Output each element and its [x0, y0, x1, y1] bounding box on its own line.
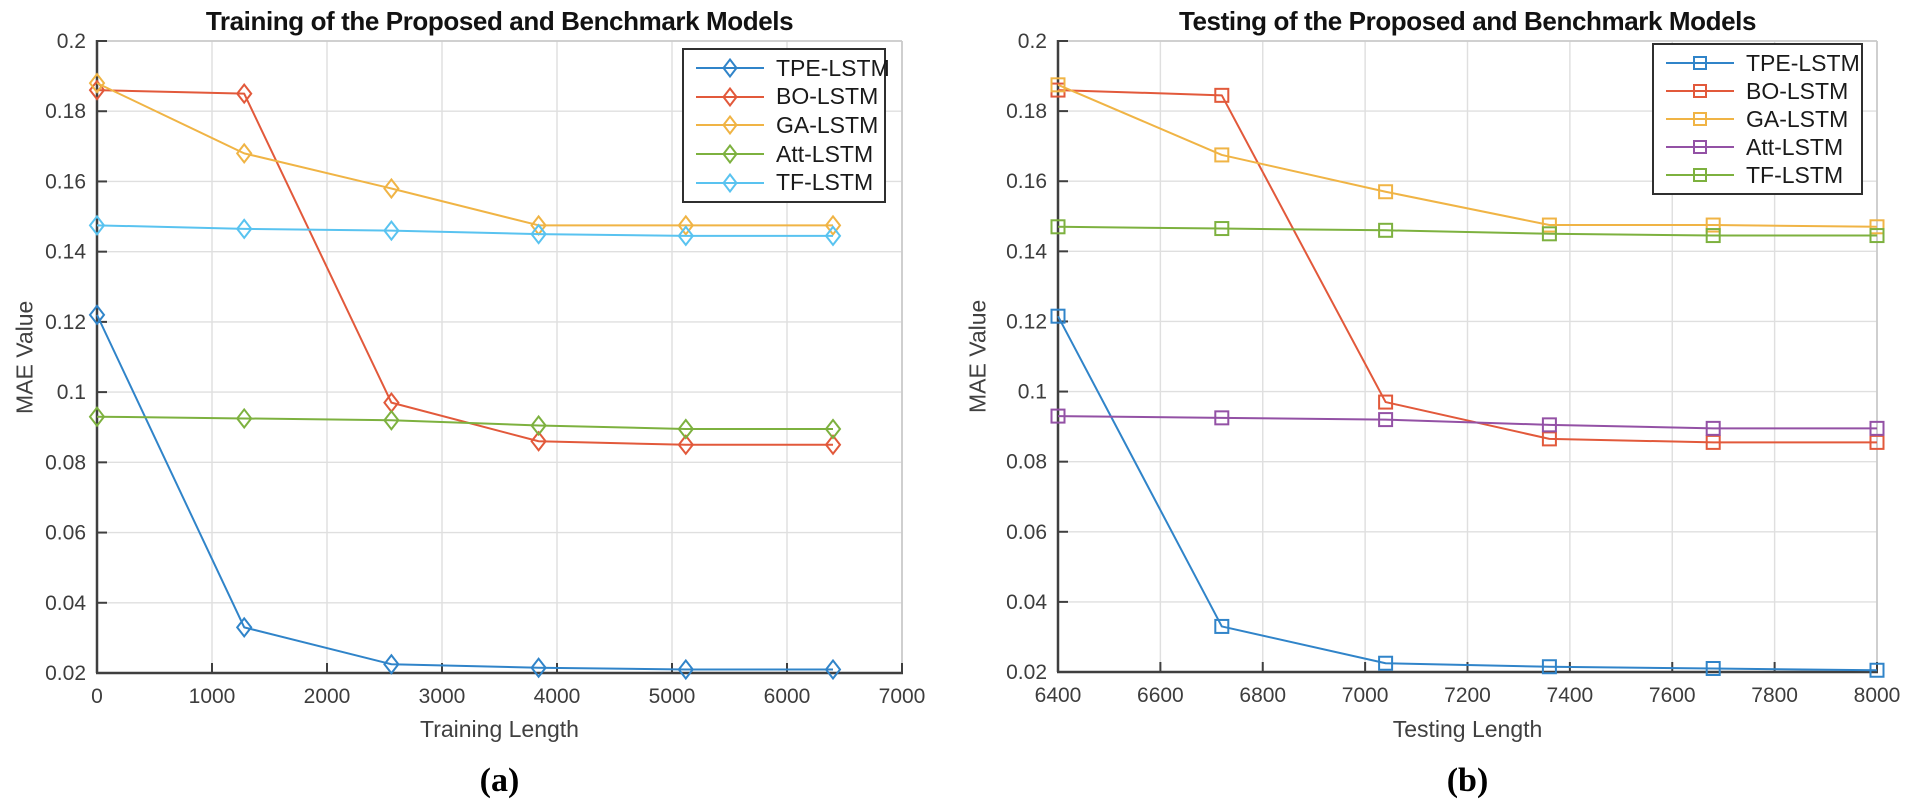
x-tick-label: 7200 [1444, 684, 1491, 707]
y-tick-label: 0.2 [57, 30, 86, 53]
legend-label: GA-LSTM [776, 111, 879, 138]
y-tick-label: 0.16 [1006, 170, 1047, 193]
x-tick-label: 7400 [1547, 684, 1594, 707]
series-TF-LSTM [88, 214, 842, 247]
legend-label: Att-LSTM [776, 140, 874, 167]
x-axis-label: Training Length [420, 716, 579, 742]
training-chart-panel: 0 1000 2000 3000 4000 5000 6000 7000 0.02 0.04 0.0… [11, 6, 926, 799]
legend-item: Att-LSTM [1664, 133, 1855, 161]
legend-label: BO-LSTM [1746, 77, 1849, 104]
legend-marker-diamond-icon [696, 58, 764, 79]
x-tick-label: 7000 [1342, 684, 1389, 707]
x-tick-label: 5000 [649, 685, 696, 708]
y-tick-label: 0.14 [1006, 240, 1047, 263]
x-tick-label: 4000 [534, 685, 581, 708]
y-axis-ticks: 0.02 0.04 0.06 0.08 0.1 0.12 0.14 0.16 0.18 0.2 [1006, 30, 1068, 684]
legend-marker-square-icon [1666, 84, 1734, 98]
x-tick-label: 3000 [419, 685, 466, 708]
legend-label: GA-LSTM [1746, 105, 1849, 132]
x-axis-ticks: 0 1000 2000 3000 4000 5000 6000 7000 [91, 663, 925, 708]
legend: TPE-LSTM BO-LSTM GA-LSTM Att-LSTM TF-LSTM [1652, 43, 1863, 195]
series-GA-LSTM [88, 72, 842, 236]
y-tick-label: 0.06 [1006, 521, 1047, 544]
x-tick-label: 8000 [1854, 684, 1901, 707]
x-tick-label: 2000 [304, 685, 351, 708]
legend: TPE-LSTM BO-LSTM GA-LSTM Att-LSTM TF-LSTM [682, 48, 890, 203]
y-tick-label: 0.06 [45, 522, 86, 545]
y-tick-label: 0.08 [45, 451, 86, 474]
legend-item: GA-LSTM [694, 111, 878, 140]
legend-item: TPE-LSTM [694, 54, 890, 83]
training-plot-canvas: 0 1000 2000 3000 4000 5000 6000 70000.020.040.0… [45, 30, 925, 708]
legend-label: Att-LSTM [1746, 133, 1844, 160]
legend-marker-square-icon [1666, 168, 1734, 182]
subfigure-caption: (a) [479, 762, 520, 799]
legend-marker-diamond-icon [696, 115, 764, 136]
legend-item: Att-LSTM [694, 140, 878, 169]
y-axis-label: MAE Value [11, 300, 38, 414]
x-tick-label: 6400 [1035, 684, 1082, 707]
x-tick-label: 1000 [189, 685, 236, 708]
legend-label: BO-LSTM [776, 83, 879, 110]
y-tick-label: 0.16 [45, 170, 86, 193]
legend-item: TPE-LSTM [1664, 49, 1860, 77]
plot-box [97, 40, 903, 673]
y-axis-label: MAE Value [964, 299, 991, 414]
series-TF-LSTM [1050, 219, 1885, 244]
series-GA-LSTM [1050, 77, 1885, 235]
x-tick-label: 7800 [1751, 684, 1798, 707]
legend-label: TF-LSTM [776, 169, 874, 196]
y-tick-label: 0.12 [45, 311, 86, 334]
y-tick-label: 0.02 [1006, 661, 1047, 684]
legend-marker-diamond-icon [696, 172, 764, 193]
legend-marker-diamond-icon [696, 143, 764, 165]
legend-label: TPE-LSTM [776, 54, 890, 81]
y-tick-label: 0.02 [45, 662, 86, 685]
x-tick-label: 6600 [1137, 684, 1184, 707]
legend-marker-square-icon [1666, 56, 1734, 70]
series-Att-LSTM [1050, 408, 1885, 436]
y-tick-label: 0.12 [1006, 310, 1047, 333]
legend-item: GA-LSTM [1664, 105, 1855, 133]
legend-marker-square-icon [1666, 140, 1734, 154]
y-tick-label: 0.18 [1006, 100, 1047, 123]
legend-label: TPE-LSTM [1746, 49, 1860, 76]
chart-title: Training of the Proposed and Benchmark M… [205, 6, 794, 36]
legend-item: TF-LSTM [694, 168, 878, 197]
series-TPE-LSTM [88, 304, 842, 681]
testing-plot-canvas: 6400 6600 6800 7000 7200 7400 7600 7800 8000 0.02… [1006, 30, 1901, 707]
y-tick-label: 0.2 [1018, 30, 1047, 53]
y-tick-label: 0.1 [1018, 381, 1047, 404]
y-tick-label: 0.04 [1006, 591, 1047, 614]
x-tick-label: 6800 [1239, 684, 1286, 707]
x-axis-label: Testing Length [1392, 716, 1543, 742]
y-tick-label: 0.1 [57, 381, 86, 404]
x-tick-label: 6000 [764, 685, 811, 708]
legend-marker-diamond-icon [696, 86, 764, 108]
series-Att-LSTM [88, 406, 842, 440]
plot-box [1058, 40, 1878, 672]
series-BO-LSTM [1050, 82, 1885, 450]
x-axis-ticks: 6400 6600 6800 7000 7200 7400 7600 7800 8000 [1035, 662, 1901, 707]
y-tick-label: 0.04 [45, 592, 86, 615]
x-tick-label: 7000 [879, 685, 926, 708]
y-axis-ticks: 0.02 0.04 0.06 0.08 0.1 0.12 0.14 0.16 0.18 0.2 [45, 30, 107, 685]
testing-chart-panel: 6400 6600 6800 7000 7200 7400 7600 7800 8000 0.02… [953, 0, 1905, 811]
y-tick-label: 0.08 [1006, 451, 1047, 474]
legend-marker-square-icon [1666, 112, 1734, 126]
subfigure-caption: (b) [1446, 762, 1489, 799]
legend-label: TF-LSTM [1746, 161, 1844, 188]
y-tick-label: 0.18 [45, 100, 86, 123]
legend-item: BO-LSTM [1664, 77, 1855, 105]
axes [95, 40, 903, 675]
legend-item: TF-LSTM [1664, 161, 1855, 189]
y-tick-label: 0.14 [45, 241, 86, 264]
chart-title: Testing of the Proposed and Benchmark Mo… [1178, 6, 1757, 36]
x-tick-label: 0 [91, 685, 103, 708]
series-TPE-LSTM [1050, 308, 1885, 678]
x-tick-label: 7600 [1649, 684, 1696, 707]
legend-item: BO-LSTM [694, 83, 878, 112]
